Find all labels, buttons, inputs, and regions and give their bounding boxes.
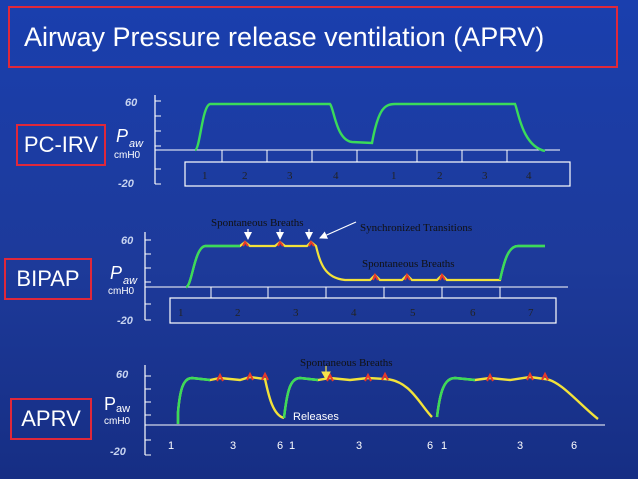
time-axis-box <box>184 161 571 187</box>
annotation-spontaneous-top: Spontaneous Breaths <box>211 217 304 229</box>
tick-label: 6 <box>277 440 283 452</box>
y-top-label: 60 <box>121 235 134 247</box>
tick-label: 3 <box>356 440 362 452</box>
time-ticks <box>210 287 501 298</box>
p-label: P <box>104 394 116 414</box>
unit-label: cmH0 <box>108 286 135 297</box>
p-label: P <box>110 263 122 283</box>
annotation-arrows-aprv <box>321 366 331 381</box>
tick-label: 3 <box>517 440 523 452</box>
unit-label: cmH0 <box>114 150 141 161</box>
tick-label: 4 <box>351 307 357 319</box>
tick-label: 6 <box>571 440 577 452</box>
y-bottom-label: -20 <box>118 178 135 190</box>
tick-label: 5 <box>410 307 416 319</box>
tick-label: 6 <box>427 440 433 452</box>
tick-label: 2 <box>437 170 443 182</box>
pressure-waveform-pc-irv <box>193 102 546 153</box>
mode-label-pc-irv: PC-IRV <box>16 124 106 166</box>
annotation-synchronized: Synchronized Transitions <box>360 222 472 234</box>
tick-label: 2 <box>242 170 248 182</box>
pressure-waveform-bipap-mandatory <box>184 244 545 289</box>
unit-label: cmH0 <box>104 416 131 427</box>
annotation-releases: Releases <box>293 411 339 423</box>
mode-label-bipap: BIPAP <box>4 258 92 300</box>
tick-label: 1 <box>178 307 184 319</box>
slide-title: Airway Pressure release ventilation (APR… <box>8 6 618 68</box>
tick-label: 1 <box>202 170 208 182</box>
annotation-spontaneous-bottom: Spontaneous Breaths <box>362 258 455 270</box>
panel-aprv: 60 -20 P aw cmH0 1 3 6 1 3 6 1 3 6 Spont… <box>104 357 605 458</box>
p-sub-label: aw <box>123 275 138 287</box>
tick-label: 3 <box>293 307 299 319</box>
spontaneous-spikes-bipap <box>242 240 446 281</box>
y-top-label: 60 <box>116 369 129 381</box>
panel-bipap: 60 -20 P aw cmH0 1 2 3 4 5 6 7 Spontaneo… <box>108 217 568 327</box>
tick-label: 1 <box>168 440 174 452</box>
mode-label-aprv: APRV <box>10 398 92 440</box>
tick-label: 7 <box>528 307 534 319</box>
annotation-arrows-bipap <box>244 221 357 240</box>
tick-label: 4 <box>526 170 532 182</box>
tick-label: 3 <box>230 440 236 452</box>
tick-label: 3 <box>482 170 488 182</box>
time-axis-box <box>169 297 557 324</box>
tick-label: 1 <box>391 170 397 182</box>
p-sub-label: aw <box>129 138 144 150</box>
tick-label: 1 <box>289 440 295 452</box>
tick-label: 6 <box>470 307 476 319</box>
spontaneous-spikes-aprv <box>216 371 549 382</box>
y-top-label: 60 <box>125 97 138 109</box>
tick-label: 2 <box>235 307 241 319</box>
tick-label: 4 <box>333 170 339 182</box>
p-label: P <box>116 126 128 146</box>
y-bottom-label: -20 <box>117 315 134 327</box>
panel-pc-irv: 60 -20 P aw cmH0 1 2 3 4 1 2 3 4 <box>114 95 571 190</box>
annotation-spontaneous: Spontaneous Breaths <box>300 357 393 369</box>
tick-label: 1 <box>441 440 447 452</box>
pressure-waveform-aprv <box>176 375 599 424</box>
time-ticks <box>221 150 508 162</box>
p-sub-label: aw <box>116 403 130 415</box>
tick-label: 3 <box>287 170 293 182</box>
y-bottom-label: -20 <box>110 446 127 458</box>
